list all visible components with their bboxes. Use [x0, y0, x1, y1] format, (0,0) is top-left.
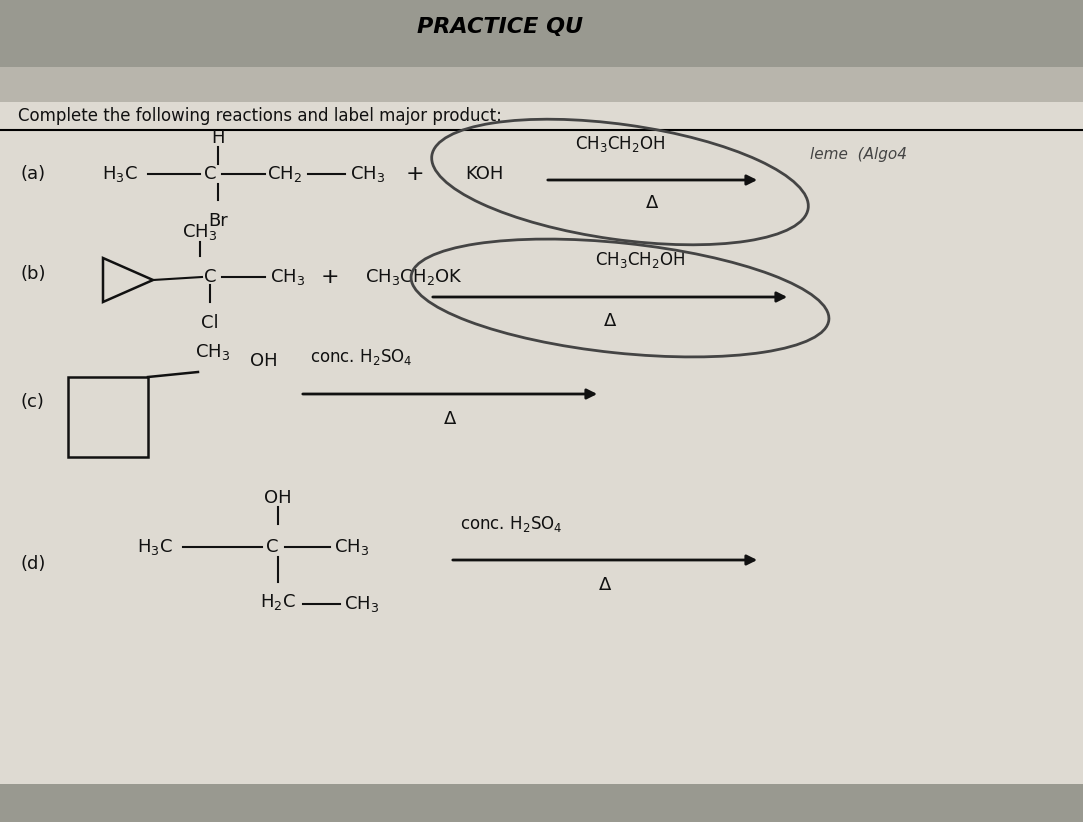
- Bar: [0, 0, 1083, 67]
- Text: CH$_2$: CH$_2$: [268, 164, 302, 184]
- Text: Complete the following reactions and label major product:: Complete the following reactions and lab…: [18, 107, 501, 125]
- Text: CH$_3$: CH$_3$: [195, 342, 231, 362]
- Text: $\Delta$: $\Delta$: [644, 194, 660, 212]
- Bar: [68, 377, 148, 457]
- Text: CH$_3$: CH$_3$: [271, 267, 305, 287]
- Text: CH$_3$: CH$_3$: [351, 164, 386, 184]
- Text: (c): (c): [19, 393, 44, 411]
- Text: OH: OH: [264, 489, 291, 507]
- Text: leme  (Algo4: leme (Algo4: [810, 146, 906, 161]
- Text: CH$_3$CH$_2$OH: CH$_3$CH$_2$OH: [575, 134, 665, 154]
- Text: conc. H$_2$SO$_4$: conc. H$_2$SO$_4$: [310, 347, 413, 367]
- Text: conc. H$_2$SO$_4$: conc. H$_2$SO$_4$: [460, 514, 563, 534]
- Text: KOH: KOH: [465, 165, 504, 183]
- Text: CH$_3$CH$_2$OK: CH$_3$CH$_2$OK: [365, 267, 462, 287]
- Text: +: +: [321, 267, 339, 287]
- Text: C: C: [265, 538, 278, 556]
- Text: (d): (d): [19, 555, 45, 573]
- Bar: [0, 67, 1083, 102]
- Text: H$_3$C: H$_3$C: [138, 537, 173, 557]
- Text: (a): (a): [19, 165, 45, 183]
- Text: (b): (b): [19, 265, 45, 283]
- Text: Cl: Cl: [201, 314, 219, 332]
- Text: H$_3$C: H$_3$C: [102, 164, 138, 184]
- Text: Br: Br: [208, 212, 227, 230]
- Text: $\Delta$: $\Delta$: [603, 312, 617, 330]
- Text: H$_2$C: H$_2$C: [260, 592, 296, 612]
- Text: CH$_3$: CH$_3$: [344, 594, 380, 614]
- Text: $\Delta$: $\Delta$: [598, 576, 612, 594]
- Text: C: C: [204, 165, 217, 183]
- Text: +: +: [406, 164, 425, 184]
- Text: OH: OH: [250, 352, 277, 370]
- Text: C: C: [204, 268, 217, 286]
- Bar: [0, 784, 1083, 822]
- Text: PRACTICE QU: PRACTICE QU: [417, 17, 583, 37]
- Text: CH$_3$: CH$_3$: [182, 222, 218, 242]
- Text: CH$_3$CH$_2$OH: CH$_3$CH$_2$OH: [595, 250, 686, 270]
- Text: H: H: [211, 129, 225, 147]
- Text: CH$_3$: CH$_3$: [335, 537, 369, 557]
- Text: $\Delta$: $\Delta$: [443, 410, 457, 428]
